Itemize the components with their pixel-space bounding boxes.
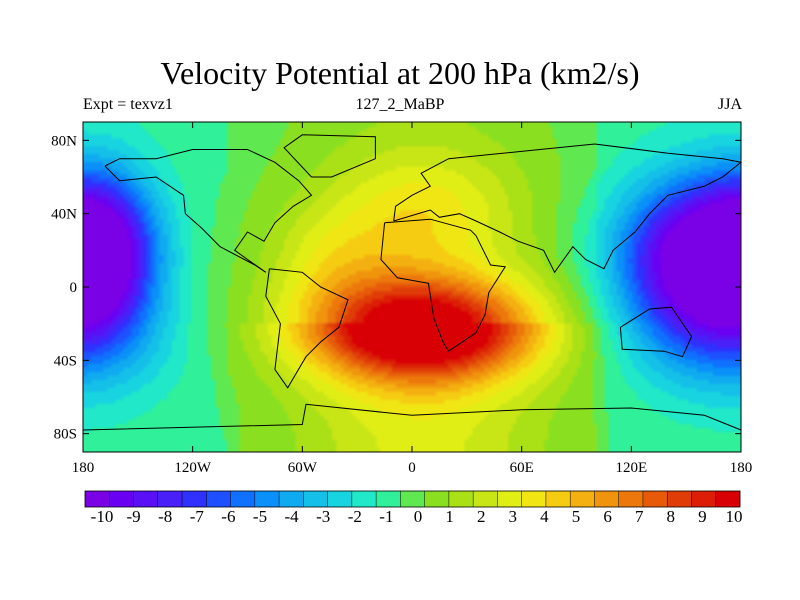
colorbar-label: -7 <box>189 507 204 526</box>
colorbar-swatch <box>570 491 595 507</box>
colorbar-swatch <box>303 491 328 507</box>
colorbar-label: 2 <box>476 507 486 526</box>
colorbar-swatch <box>133 491 159 507</box>
colorbar-swatch <box>400 491 425 507</box>
colorbar-label: 1 <box>445 507 454 526</box>
colorbar-label: -6 <box>221 507 236 526</box>
colorbar-label: -3 <box>316 507 331 526</box>
colorbar-label: 6 <box>603 507 612 526</box>
colorbar-label: -1 <box>379 507 394 526</box>
x-tick-label: 0 <box>408 460 416 476</box>
colorbar-swatch <box>85 491 110 507</box>
colorbar-swatch <box>230 491 256 507</box>
y-tick-label: 0 <box>70 280 78 296</box>
colorbar-swatch <box>254 491 280 507</box>
colorbar-swatch <box>351 491 377 507</box>
colorbar-swatch <box>545 491 571 507</box>
chart-title: Velocity Potential at 200 hPa (km2/s) <box>160 55 640 91</box>
greenland-outline <box>283 134 376 178</box>
colorbar-swatch <box>376 491 401 507</box>
colorbar-swatch <box>473 491 498 507</box>
experiment-label: Expt = texvz1 <box>83 96 173 113</box>
colorbar-swatch <box>667 491 692 507</box>
y-tick-label: 80S <box>54 427 77 443</box>
colorbar-label: 8 <box>666 507 676 526</box>
colorbar-label: 5 <box>571 507 581 526</box>
colorbar-label: -5 <box>252 507 268 526</box>
colorbar-swatch <box>157 491 183 507</box>
colorbar-swatch <box>206 491 231 507</box>
colorbar-label: -8 <box>158 507 173 526</box>
colorbar-label: -2 <box>347 507 362 526</box>
colorbar-swatch <box>642 491 668 507</box>
velocity-field <box>83 122 741 452</box>
colorbar-swatch <box>715 491 741 507</box>
y-tick-label: 80N <box>51 133 77 149</box>
australia-outline <box>619 306 693 358</box>
colorbar-label: 0 <box>413 507 423 526</box>
colorbar-label: -4 <box>284 507 299 526</box>
colorbar-label: -10 <box>90 507 114 526</box>
colorbar-swatch <box>594 491 620 507</box>
colorbar-label: 10 <box>725 507 743 526</box>
colorbar-label: 3 <box>508 507 518 526</box>
x-tick-label: 120W <box>174 460 212 476</box>
colorbar-swatch <box>497 491 522 507</box>
colorbar-label: -9 <box>126 507 141 526</box>
colorbar-label: 9 <box>698 507 707 526</box>
x-tick-label: 180 <box>730 460 753 476</box>
colorbar-swatch <box>521 491 547 507</box>
antarctica-outline <box>82 403 742 431</box>
x-tick-label: 120E <box>615 460 647 476</box>
colorbar-swatch <box>327 491 353 507</box>
africa-outline <box>380 218 507 352</box>
y-tick-label: 40S <box>54 353 77 369</box>
run-label: 127_2_MaBP <box>355 96 445 113</box>
colorbar-label: 7 <box>634 507 644 526</box>
colorbar-swatch <box>279 491 304 507</box>
colorbar-swatch <box>691 491 717 507</box>
colorbar-swatch <box>182 491 207 507</box>
x-tick-label: 60W <box>288 460 318 476</box>
south-america-outline <box>265 268 349 389</box>
colorbar-swatch <box>618 491 644 507</box>
colorbar-swatch <box>424 491 450 507</box>
colorbar-label: 4 <box>540 507 549 526</box>
north-america-outline <box>104 149 313 273</box>
europe-asia-outline <box>393 143 743 274</box>
colorbar-swatch <box>109 491 134 507</box>
x-tick-label: 60E <box>510 460 534 476</box>
colorbar-frame <box>84 490 741 508</box>
colorbar-swatch <box>448 491 474 507</box>
y-tick-label: 40N <box>51 207 77 223</box>
x-tick-label: 180 <box>72 460 95 476</box>
season-label: JJA <box>717 96 742 113</box>
